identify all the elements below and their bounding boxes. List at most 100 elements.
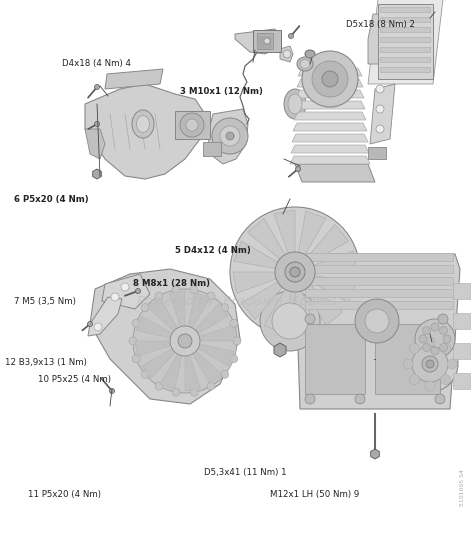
Circle shape	[172, 388, 180, 396]
Bar	[380, 17, 430, 22]
Bar	[305, 301, 453, 309]
Circle shape	[109, 388, 115, 393]
Circle shape	[88, 321, 92, 326]
Circle shape	[180, 113, 204, 137]
Circle shape	[283, 50, 291, 58]
Circle shape	[412, 346, 448, 382]
Ellipse shape	[288, 94, 302, 114]
Circle shape	[440, 375, 451, 384]
Circle shape	[431, 323, 439, 331]
Bar	[257, 45, 271, 48]
Circle shape	[295, 167, 301, 172]
Circle shape	[230, 355, 238, 363]
Polygon shape	[192, 351, 222, 384]
Bar	[203, 142, 221, 156]
Polygon shape	[280, 46, 293, 62]
Polygon shape	[290, 156, 370, 164]
Polygon shape	[295, 101, 365, 109]
Circle shape	[422, 343, 430, 351]
Circle shape	[172, 286, 180, 294]
Polygon shape	[314, 251, 357, 272]
Bar	[175, 111, 210, 139]
Circle shape	[141, 304, 149, 311]
Circle shape	[440, 343, 451, 353]
Bar	[305, 324, 365, 394]
Circle shape	[302, 51, 358, 107]
Circle shape	[233, 337, 241, 345]
Bar	[305, 289, 453, 297]
Bar	[380, 27, 430, 32]
Polygon shape	[368, 0, 443, 84]
Polygon shape	[312, 275, 356, 303]
Circle shape	[305, 394, 315, 404]
Text: 6 P5x20 (4 Nm): 6 P5x20 (4 Nm)	[14, 195, 89, 204]
Circle shape	[190, 388, 198, 396]
Circle shape	[355, 394, 365, 404]
Polygon shape	[235, 29, 280, 54]
Bar	[380, 67, 430, 72]
Polygon shape	[241, 282, 282, 320]
Polygon shape	[195, 304, 228, 334]
Circle shape	[132, 355, 140, 363]
Circle shape	[212, 118, 248, 154]
Circle shape	[312, 61, 348, 97]
Polygon shape	[188, 292, 210, 328]
Circle shape	[136, 289, 140, 294]
Text: 7 M5 (3,5 Nm): 7 M5 (3,5 Nm)	[14, 297, 76, 306]
Circle shape	[355, 299, 399, 343]
Text: M12x1 LH (50 Nm) 9: M12x1 LH (50 Nm) 9	[270, 490, 359, 499]
Circle shape	[221, 371, 229, 378]
Polygon shape	[142, 348, 175, 378]
Polygon shape	[453, 343, 470, 359]
Polygon shape	[296, 90, 364, 98]
Ellipse shape	[305, 64, 315, 72]
Polygon shape	[295, 164, 375, 182]
Polygon shape	[298, 68, 362, 76]
Circle shape	[438, 314, 448, 324]
Ellipse shape	[297, 57, 313, 71]
Bar	[380, 57, 430, 62]
Polygon shape	[453, 313, 470, 329]
Polygon shape	[88, 297, 122, 336]
Circle shape	[207, 382, 215, 390]
Bar	[257, 33, 273, 49]
Text: D4x18 (4 Nm) 4: D4x18 (4 Nm) 4	[62, 59, 131, 68]
Circle shape	[260, 291, 320, 351]
Text: 3 M10x1 (12 Nm): 3 M10x1 (12 Nm)	[180, 87, 263, 96]
Circle shape	[435, 394, 445, 404]
Circle shape	[170, 326, 200, 356]
Circle shape	[285, 262, 305, 282]
Circle shape	[422, 326, 430, 335]
Polygon shape	[293, 123, 367, 131]
Circle shape	[275, 252, 315, 292]
Circle shape	[305, 314, 315, 324]
Circle shape	[220, 126, 240, 146]
Circle shape	[230, 319, 238, 327]
Bar	[368, 147, 386, 159]
Circle shape	[365, 309, 389, 333]
Polygon shape	[274, 343, 286, 357]
Circle shape	[94, 85, 100, 90]
Ellipse shape	[284, 89, 306, 119]
Bar	[305, 253, 453, 261]
Circle shape	[422, 356, 438, 372]
Circle shape	[221, 304, 229, 311]
Ellipse shape	[305, 78, 315, 86]
Circle shape	[403, 359, 413, 369]
Polygon shape	[93, 169, 101, 179]
Polygon shape	[185, 355, 201, 391]
Circle shape	[431, 347, 439, 355]
Ellipse shape	[305, 71, 315, 79]
Bar	[253, 30, 281, 52]
Ellipse shape	[137, 115, 149, 132]
Polygon shape	[453, 373, 470, 389]
Circle shape	[425, 337, 435, 347]
Circle shape	[141, 371, 149, 378]
Circle shape	[94, 323, 102, 331]
Bar	[257, 37, 271, 40]
Polygon shape	[85, 84, 205, 179]
Text: 5101005 S4: 5101005 S4	[460, 469, 465, 506]
Polygon shape	[233, 272, 276, 293]
Polygon shape	[148, 297, 177, 331]
Circle shape	[376, 105, 384, 113]
